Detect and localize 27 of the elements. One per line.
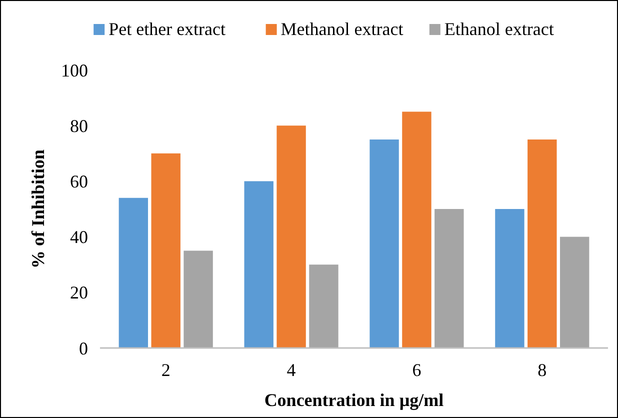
y-axis-title: % of Inhibition xyxy=(28,149,48,269)
bar xyxy=(495,209,524,348)
bar xyxy=(402,112,432,348)
legend-label: Ethanol extract xyxy=(444,19,554,39)
bar xyxy=(309,264,338,348)
bar xyxy=(434,209,464,348)
bar xyxy=(276,126,306,348)
y-tick-label: 80 xyxy=(70,116,88,136)
y-tick-label: 40 xyxy=(70,227,88,248)
y-tick-label: 100 xyxy=(61,60,88,80)
y-tick-label: 0 xyxy=(79,338,88,358)
x-tick-label: 2 xyxy=(161,360,170,380)
bar xyxy=(118,198,148,348)
legend-label: Methanol extract xyxy=(280,19,404,39)
bar xyxy=(370,140,399,348)
bar xyxy=(151,153,180,348)
bar xyxy=(528,140,557,348)
x-tick-label: 6 xyxy=(412,360,422,380)
legend-label: Pet ether extract xyxy=(108,19,226,39)
x-axis-title: Concentration in µg/ml xyxy=(264,390,444,410)
y-tick-label: 60 xyxy=(70,172,88,192)
bar xyxy=(244,181,274,348)
x-tick-label: 4 xyxy=(286,360,296,380)
bar xyxy=(184,250,213,348)
y-tick-label: 20 xyxy=(70,282,88,303)
bar xyxy=(560,236,590,348)
x-tick-label: 8 xyxy=(538,360,547,380)
